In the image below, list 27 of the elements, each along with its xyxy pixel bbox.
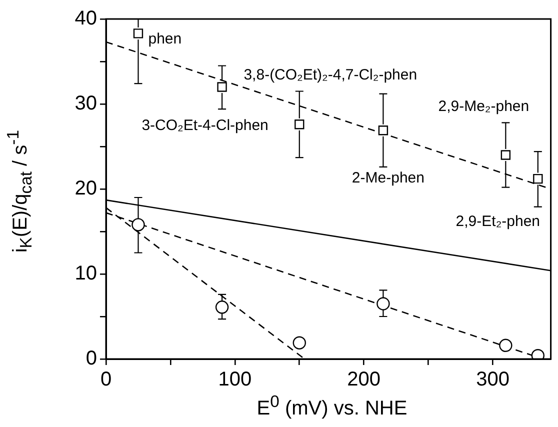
y-tick-label: 20 [74,178,97,200]
y-tick-label: 0 [86,348,97,370]
point [292,336,306,350]
x-tick-label: 0 [100,368,112,391]
annotation: 2,9-Me₂-phen [438,98,530,116]
point [217,82,227,92]
y-tick-label: 40 [74,8,97,30]
point [376,297,390,310]
annotation: 2-Me-phen [352,169,424,186]
point [294,120,304,130]
point [132,218,145,232]
x-axis-title: E$^{0}$ (mV) vs. NHE [256,392,408,421]
point [215,300,229,314]
x-tick-label: 300 [476,368,510,391]
annotation: 3,8-(CO₂Et)₂-4,7-Cl₂-phen [244,66,418,84]
point [499,338,512,352]
x-tick-label: 200 [347,368,381,391]
annotation: phen [148,30,182,48]
y-tick-label: 10 [74,262,97,285]
point [500,150,511,160]
y-tick-label: 30 [74,92,97,115]
point [133,28,144,38]
point [533,174,543,184]
annotation: 3-CO₂Et-4-Cl-phen [142,117,268,134]
x-tick-label: 100 [218,368,252,391]
point [378,126,388,136]
annotation: 2,9-Et₂-phen [456,212,540,230]
